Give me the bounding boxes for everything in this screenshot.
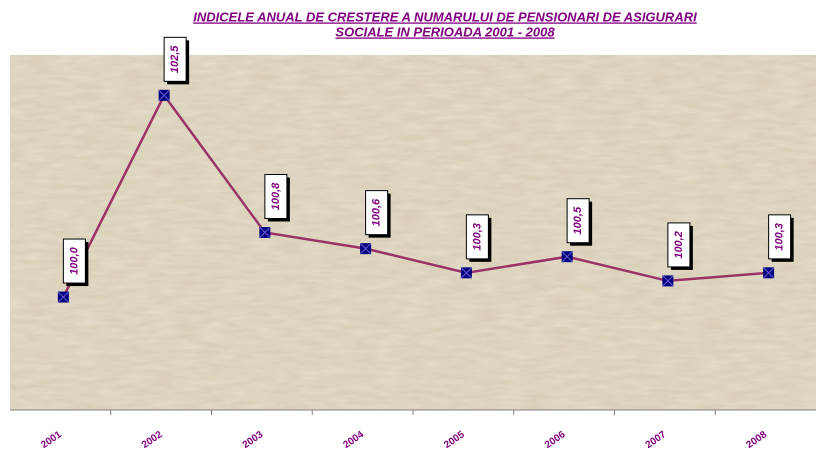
data-label: 102,5	[169, 45, 181, 73]
data-line	[62, 92, 769, 298]
label-box	[768, 214, 792, 260]
label-box	[264, 174, 288, 219]
data-label: 100,3	[471, 223, 483, 251]
marker-cross	[763, 267, 774, 279]
marker	[259, 227, 271, 238]
x-tick-label: 2005	[442, 429, 467, 451]
label-box	[365, 190, 389, 236]
x-tick-label: 2002	[140, 429, 165, 451]
plot-texture	[10, 55, 816, 410]
marker	[360, 243, 372, 255]
label-box	[163, 36, 187, 82]
marker-cross	[461, 267, 472, 279]
x-tick-label: 2001	[39, 429, 64, 451]
marker-cross	[158, 89, 170, 101]
marker	[57, 291, 69, 303]
data-label: 100,0	[68, 246, 80, 274]
marker	[158, 89, 170, 101]
x-tick-label: 2003	[241, 429, 266, 451]
marker-cross	[561, 251, 573, 263]
label-box	[465, 214, 489, 260]
chart-title: SOCIALE IN PERIOADA 2001 - 2008	[335, 24, 555, 39]
marker-cross	[58, 291, 69, 303]
marker	[460, 267, 472, 279]
x-tick-label: 2008	[744, 429, 769, 451]
x-tick-label: 2007	[644, 429, 669, 451]
marker-cross	[662, 275, 674, 287]
data-label: 100,6	[371, 198, 383, 226]
marker	[763, 267, 775, 279]
marker	[561, 251, 573, 263]
chart-title: INDICELE ANUAL DE CRESTERE A NUMARULUI D…	[193, 9, 697, 24]
marker	[662, 275, 674, 287]
label-box	[566, 198, 590, 244]
data-label: 100,2	[673, 231, 685, 259]
x-tick-label: 2004	[341, 429, 366, 451]
data-label: 100,8	[270, 182, 282, 210]
data-label: 100,3	[774, 223, 786, 251]
label-box	[62, 238, 86, 284]
data-label: 100,5	[572, 206, 584, 234]
x-tick-label: 2006	[543, 429, 568, 451]
marker-cross	[360, 243, 371, 254]
marker-cross	[259, 227, 271, 238]
label-box	[667, 222, 691, 268]
